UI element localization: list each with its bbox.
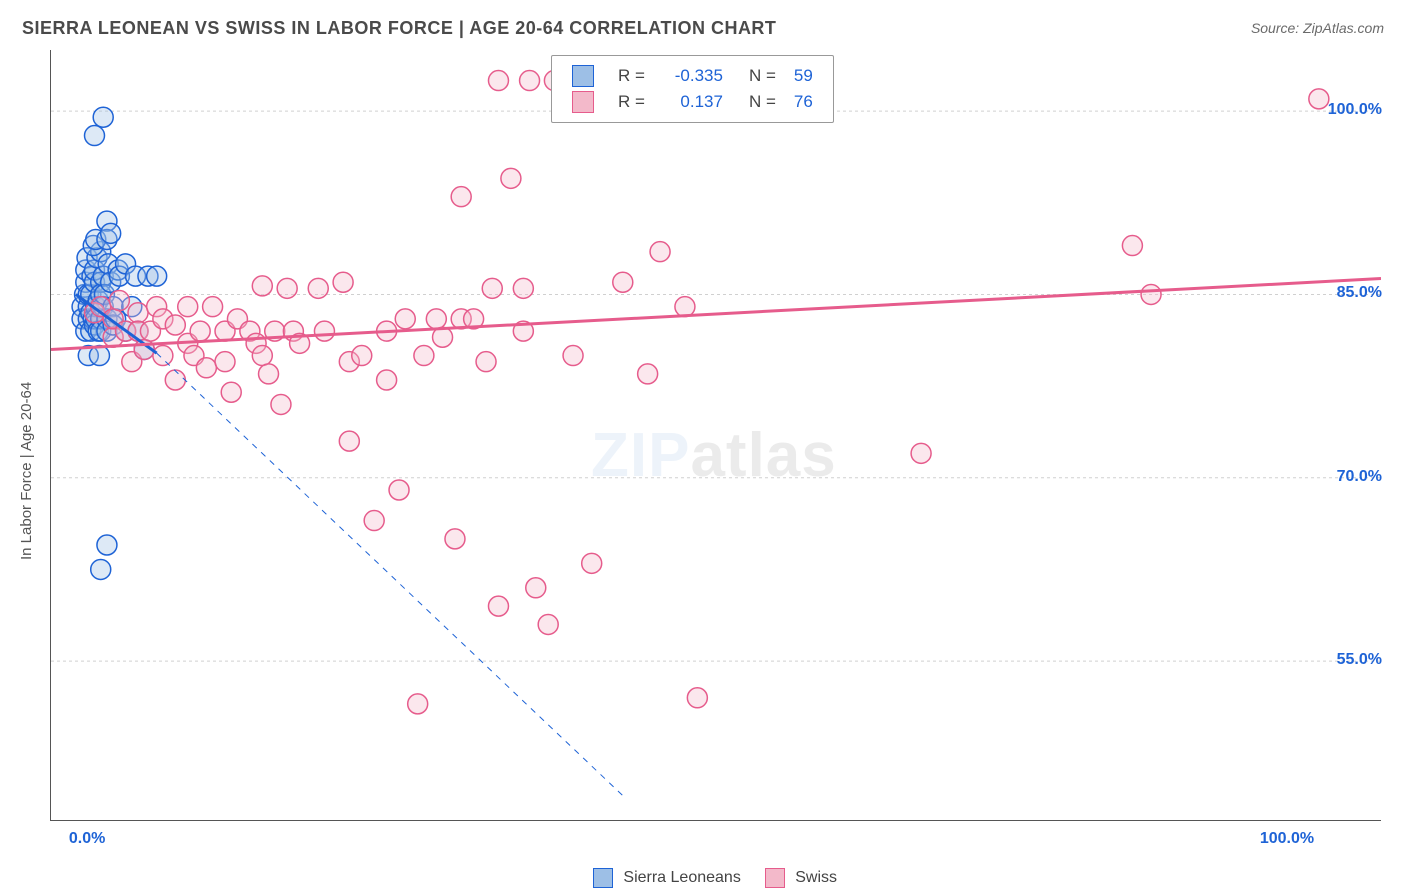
y-tick-label: 70.0% bbox=[1337, 468, 1382, 486]
y-tick-label: 55.0% bbox=[1337, 651, 1382, 669]
plot-area: R =-0.335N =59R =0.137N =76 ZIPatlas bbox=[50, 50, 1381, 821]
bottom-legend: Sierra Leoneans Swiss bbox=[0, 868, 1406, 888]
y-tick-label: 85.0% bbox=[1337, 284, 1382, 302]
x-tick-label: 100.0% bbox=[1260, 830, 1314, 848]
x-tick-label: 0.0% bbox=[69, 830, 105, 848]
stats-legend: R =-0.335N =59R =0.137N =76 bbox=[551, 55, 834, 123]
y-axis-label: In Labor Force | Age 20-64 bbox=[18, 382, 35, 560]
chart-title: SIERRA LEONEAN VS SWISS IN LABOR FORCE |… bbox=[22, 18, 776, 39]
legend-swatch bbox=[765, 868, 785, 888]
y-tick-label: 100.0% bbox=[1328, 101, 1382, 119]
source-label: Source: ZipAtlas.com bbox=[1251, 20, 1384, 36]
legend-label: Sierra Leoneans bbox=[619, 869, 741, 886]
legend-swatch bbox=[593, 868, 613, 888]
scatter-svg bbox=[51, 50, 1381, 820]
legend-label: Swiss bbox=[791, 869, 837, 886]
